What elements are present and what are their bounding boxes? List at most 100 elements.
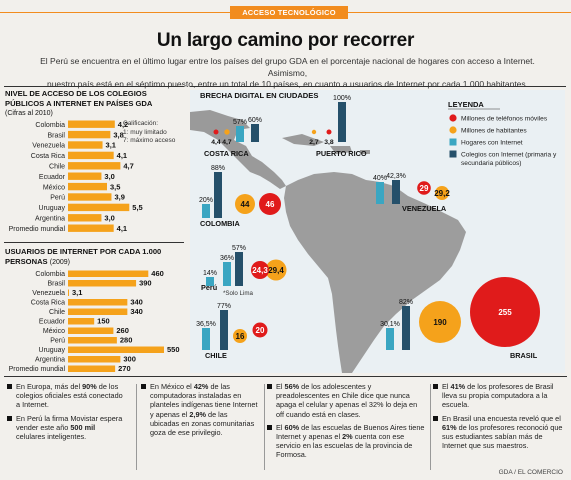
data-label: 3,5 [110,182,120,191]
facts-column-1: En Europa, más del 90% de los colegios o… [6,382,124,445]
country-name: COSTA RICA [204,149,249,158]
country-group: 40% 42,3% 29 29,2 VENEZUELA [373,173,450,213]
data-label: 280 [120,336,133,345]
fact-item: El 60% de las escuelas de Buenos Aires t… [266,423,426,460]
column-divider [136,384,137,470]
category-label: Venezuela [32,143,65,150]
data-label: 190 [433,318,447,327]
fact-text: cuenta con ese servicio en las escuelas … [276,432,413,460]
bar [68,141,103,149]
data-label: 3,8 [324,139,334,146]
data-label: 14% [203,270,217,277]
data-label: 255 [498,308,512,317]
facts-section: En Europa, más del 90% de los colegios o… [0,376,571,476]
bar [68,214,102,222]
facts-column-4: El 41% de los profesores de Brasil lleva… [432,382,566,454]
facts-column-2: En México el 42% de las computadoras ins… [140,382,258,441]
country-name: BRASIL [510,351,538,360]
bar [202,328,210,350]
fact-text: de las escuelas de Buenos Aires tiene In… [276,422,425,442]
lead-paragraph: El Perú se encuentra en el último lugar … [30,56,545,91]
category-label: Ecuador [39,319,66,326]
data-label: 36,5% [196,321,216,328]
category-label: Promedio mundial [9,226,66,233]
data-label: 270 [118,364,131,373]
bar [338,102,346,142]
fact-text: de las ubicadas en zonas comunitarias go… [150,409,255,438]
bar [68,356,121,363]
category-label: Chile [49,164,65,171]
bar [202,204,210,218]
fact-text: El [276,422,285,432]
fact-text: 60% [284,422,300,432]
data-label: 36% [220,255,234,262]
data-label: 40% [373,175,387,182]
bar [68,224,114,232]
fact-item: El 41% de los profesores de Brasil lleva… [432,382,566,410]
fact-text: 90% [82,382,97,391]
data-label: 29,2 [434,189,450,198]
data-label: 390 [139,279,152,288]
bar [68,270,149,277]
fact-text: En Brasil una encuesta reveló que el [442,413,561,423]
data-label: 5,5 [132,203,142,212]
lead-line-1: El Perú se encuentra en el último lugar … [40,56,535,78]
south-america-shape [284,172,466,373]
bar [68,280,137,287]
fact-text: 61% [442,422,457,432]
fact-text: 56% [284,382,300,391]
data-label: 88% [211,165,225,172]
data-label: 20 [256,326,265,335]
legend: Millones de teléfonos móviles Millones de… [449,114,557,167]
data-label: 300 [123,355,136,364]
fact-text: de las computadoras instaladas en plante… [150,382,258,419]
mobile-circle [251,261,269,279]
bar [68,299,128,306]
category-label: Costa Rica [31,153,65,160]
section-tag: ACCESO TECNOLÓGICO [230,6,348,19]
column-divider [264,384,265,470]
data-label: 42,3% [386,173,406,180]
bar [68,193,112,201]
data-label: 3,0 [104,172,114,181]
bar [68,337,117,344]
legend-marker [449,126,457,134]
category-label: Argentina [35,357,65,364]
bar [68,120,115,128]
data-label: 57% [232,245,246,252]
category-label: Perú [50,195,65,202]
data-label: 550 [167,345,180,354]
data-label: 460 [151,269,164,278]
legend-label: Hogares con Internet [461,140,523,147]
data-label: 150 [97,317,110,326]
category-label: Promedio mundial [9,366,66,373]
puerto-rico-shape [360,150,370,154]
fact-item: El 56% de los adolescentes y preadolesce… [266,382,426,419]
fact-item: En Perú la firma Movistar espera vender … [6,414,124,442]
chart1-subtitle: (Cifras al 2010) [5,110,53,117]
tag-rule-right [348,12,571,13]
country-name: Perú [201,283,217,292]
bar [68,318,95,325]
fact-item: En Europa, más del 90% de los colegios o… [6,382,124,410]
chart2-title: USUARIOS DE INTERNET POR CADA 1.000 PERS… [5,247,162,266]
fact-text: 2,9% [189,409,206,419]
fact-text: 500 mil [70,422,96,432]
population-circle [224,129,230,135]
legend-label: Millones de habitantes [461,128,527,135]
tag-rule-left [0,12,230,13]
fact-text: de los colegios oficiales está conectado… [16,382,123,410]
mobile-circle [259,193,281,215]
legend-label: Millones de teléfonos móviles [461,116,548,123]
central-america-shape [190,110,286,189]
legend-marker [449,114,457,122]
country-name: CHILE [205,351,227,360]
data-label: 46 [266,200,275,209]
country-group: 20% 88% 46 44 COLOMBIA [199,165,281,228]
rating-note-title: Calificación: [123,120,159,127]
population-circle [311,129,317,135]
fact-text: celulares inteligentes. [16,432,87,442]
bar [68,365,116,372]
category-label: Colombia [35,271,65,278]
